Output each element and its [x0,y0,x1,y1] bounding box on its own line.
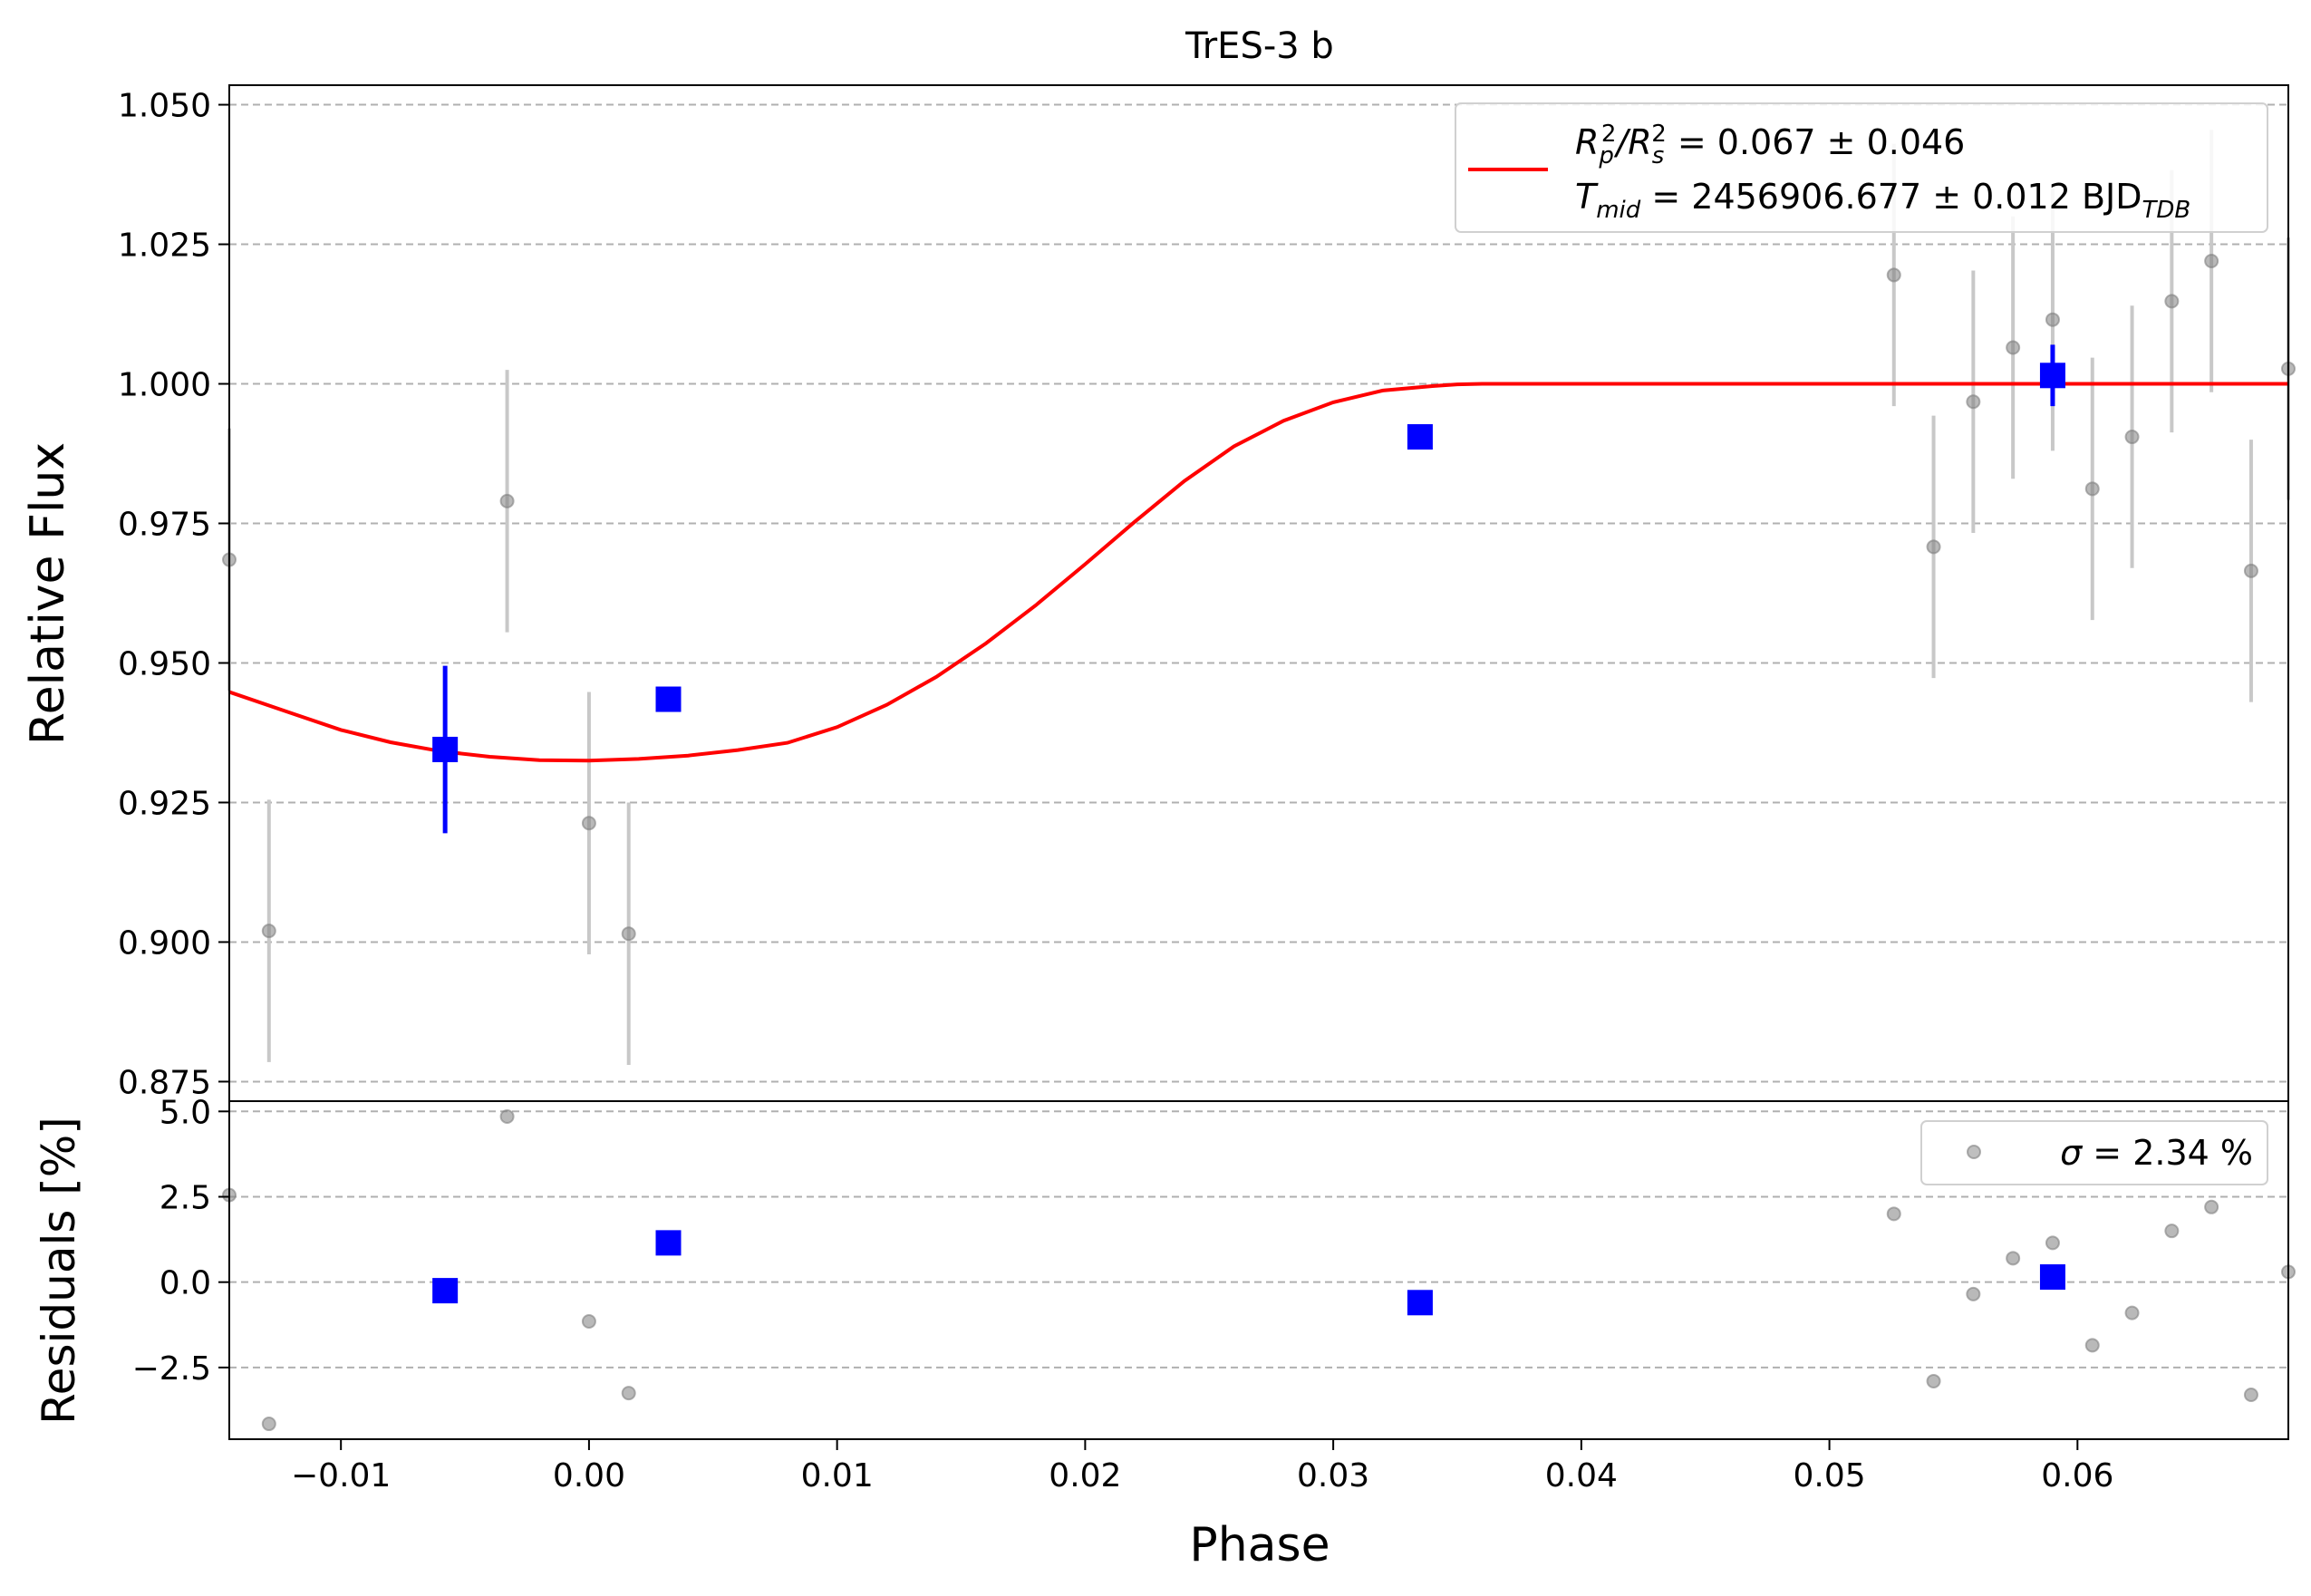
flux-raw-point [2045,312,2060,327]
flux-binned-point [655,686,682,712]
x-tick-label: 0.04 [1545,1457,1618,1494]
flux-raw-point [1926,539,1941,555]
residual-raw-point [621,1386,636,1401]
residual-axes-frame [228,1100,2289,1440]
residual-panel: −2.5 0.0 2.5 5.0 −0.01 0.00 0.01 0.02 0.03 0.04 0… [33,1094,2296,1572]
flux-raw-point [261,924,276,939]
flux-raw-points [222,130,2296,1065]
x-tick-label: 0.00 [553,1457,625,1494]
residual-raw-point [2006,1251,2021,1266]
flux-y-tick-label: 0.975 [118,507,211,544]
residual-raw-point [261,1417,276,1432]
flux-binned-points [432,344,2065,834]
flux-binned-point [432,736,459,762]
residual-y-axis-label: Residuals [%] [33,1117,85,1425]
residual-gridlines [229,1110,2288,1369]
legend-midtime: Tmid = 2456906.677 ± 0.012 BJDTDB [1575,177,2190,224]
residual-binned-point [1407,1290,1433,1316]
residual-raw-point [1886,1206,1901,1222]
flux-raw-point [2204,254,2219,269]
residual-raw-point [2204,1199,2219,1214]
flux-raw-point [1886,267,1901,283]
residual-y-tick-label: 5.0 [160,1094,211,1131]
flux-y-tick-label: 0.900 [118,924,211,962]
flux-y-tick-label: 1.050 [118,88,211,125]
residual-y-tick-label: −2.5 [132,1350,211,1388]
residual-raw-point [1926,1373,1941,1388]
legend-sigma: σ = 2.34 % [2060,1133,2253,1173]
flux-y-tick-label: 0.950 [118,645,211,682]
residual-y-ticks: −2.5 0.0 2.5 5.0 [132,1094,229,1388]
residual-raw-point [581,1314,596,1330]
flux-raw-point [2164,294,2180,309]
legend-residual-swatch [1967,1145,1981,1159]
residual-binned-point [2039,1264,2065,1291]
flux-raw-point [499,493,515,508]
flux-binned-point [2039,363,2065,389]
residual-raw-point [2164,1224,2180,1239]
flux-binned-point [1407,424,1433,450]
residual-x-ticks: −0.01 0.00 0.01 0.02 0.03 0.04 0.05 0.06 [291,1439,2113,1494]
flux-raw-point [2006,340,2021,355]
x-tick-label: 0.05 [1794,1457,1866,1494]
flux-y-tick-label: 1.000 [118,367,211,404]
residual-binned-point [432,1278,459,1304]
chart-title: TrES-3 b [1185,25,1334,67]
flux-y-axis-label: Relative Flux [21,442,75,745]
residual-legend: σ = 2.34 % [1920,1120,2268,1185]
flux-y-tick-label: 1.025 [118,227,211,265]
residual-legend-box [1920,1120,2268,1185]
flux-legend: Rp2/Rs2 = 0.067 ± 0.046 Tmid = 2456906.6… [1455,102,2268,233]
flux-y-tick-label: 0.875 [118,1064,211,1101]
x-tick-label: 0.02 [1049,1457,1121,1494]
residual-y-tick-label: 0.0 [160,1265,211,1302]
x-tick-label: 0.06 [2041,1457,2113,1494]
flux-raw-point [2243,563,2258,578]
legend-radius-ratio: Rp2/Rs2 = 0.067 ± 0.046 [1575,121,1965,169]
residual-raw-points [222,1108,2296,1432]
residual-raw-point [2243,1388,2258,1403]
x-tick-label: 0.03 [1297,1457,1369,1494]
flux-raw-point [621,926,636,942]
residual-raw-point [499,1108,515,1124]
residual-y-tick-label: 2.5 [160,1179,211,1216]
flux-raw-point [2084,481,2100,497]
transit-model-line [228,382,2288,763]
x-tick-label: 0.01 [801,1457,874,1494]
x-tick-label: −0.01 [291,1457,391,1494]
flux-gridlines [229,103,2288,1083]
flux-y-ticks: 0.875 0.900 0.925 0.950 0.975 1.000 1.025 1.050 [118,88,229,1101]
flux-panel: 0.875 0.900 0.925 0.950 0.975 1.000 1.025 1.050… [21,84,2296,1102]
flux-raw-point [1966,394,1981,410]
residual-raw-point [2045,1235,2060,1251]
flux-legend-box [1455,102,2268,233]
residual-raw-point [2084,1338,2100,1353]
residual-raw-point [2124,1305,2140,1320]
flux-y-tick-label: 0.925 [118,785,211,822]
residual-binned-points [432,1230,2065,1316]
residual-raw-point [1966,1286,1981,1301]
flux-raw-point [2124,430,2140,445]
flux-raw-point [581,816,596,831]
residual-binned-point [655,1230,682,1256]
x-axis-label: Phase [1189,1518,1330,1572]
